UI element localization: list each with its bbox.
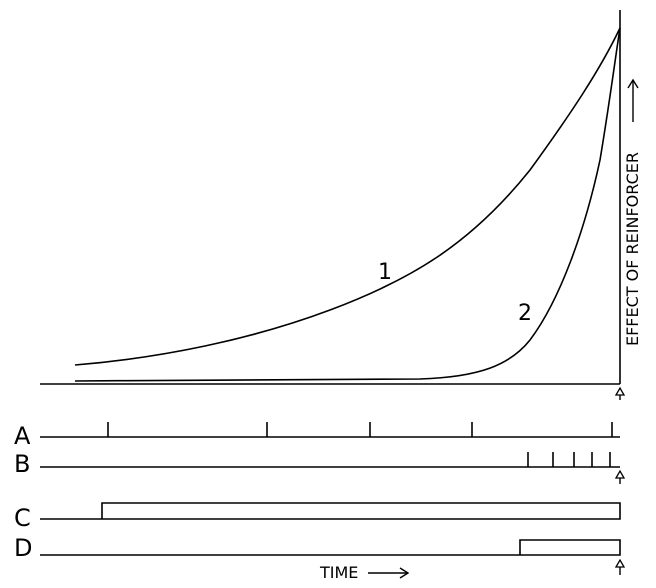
row-b-label: B [14, 450, 30, 478]
effect-axis-label: EFFECT OF REINFORCER [623, 152, 642, 346]
row-c-label: C [14, 504, 31, 532]
curve-1-label: 1 [378, 260, 392, 285]
reinforcer-marker-main [614, 386, 626, 400]
row-a: A [14, 422, 620, 450]
row-c: C [14, 502, 621, 532]
row-d-step-signal [40, 539, 621, 556]
effect-axis-arrow-head [627, 78, 639, 89]
row-d-label: D [14, 534, 32, 562]
reinforcer-marker-row-b [614, 469, 626, 484]
curve-1 [74, 27, 621, 366]
row-a-label: A [14, 422, 31, 450]
effect-axis-label-group: EFFECT OF REINFORCER [623, 78, 642, 346]
curve-2 [74, 27, 621, 382]
reinforcer-marker-row-d [614, 558, 626, 575]
curve-2-label: 2 [518, 301, 532, 326]
time-axis-label-group: TIME [319, 563, 410, 582]
time-arrow-head [399, 567, 410, 579]
row-c-step-signal [40, 502, 621, 520]
row-d: D [14, 534, 626, 575]
row-b: B [14, 450, 626, 484]
time-axis-label: TIME [319, 563, 358, 582]
